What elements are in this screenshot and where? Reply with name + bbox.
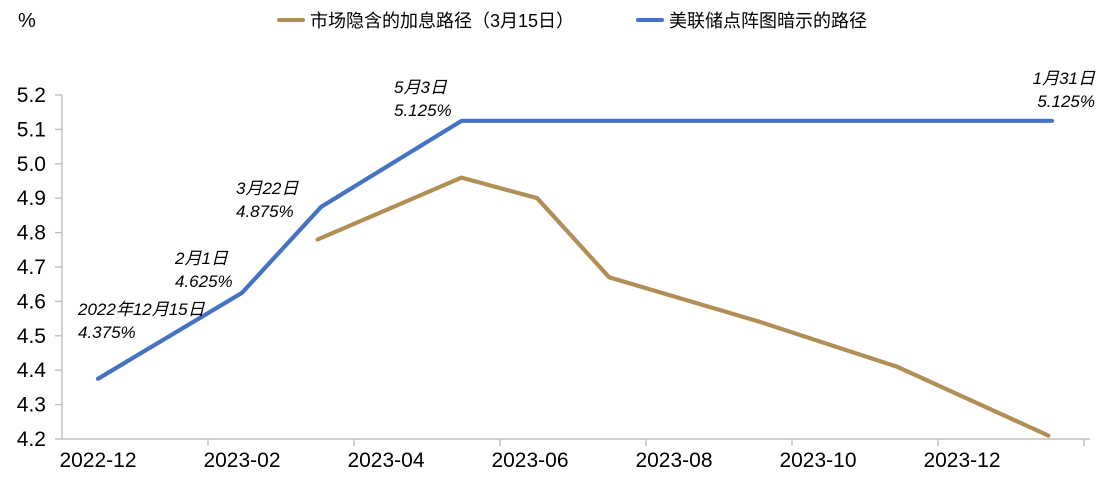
legend-label-fed-dotplot-path: 美联储点阵图暗示的路径 bbox=[669, 11, 868, 31]
x-axis-tick-label: 2023-10 bbox=[779, 449, 856, 472]
series-line-fed-dotplot-path bbox=[95, 118, 1055, 381]
x-axis-tick-label: 2022-12 bbox=[59, 449, 136, 472]
y-axis-tick-label: 4.6 bbox=[17, 290, 46, 313]
y-axis-tick-label: 5.2 bbox=[17, 84, 46, 107]
x-axis-tick-label: 2023-08 bbox=[635, 449, 712, 472]
legend: 市场隐含的加息路径（3月15日） 美联储点阵图暗示的路径 bbox=[20, 7, 1104, 33]
x-axis-tick-label: 2023-12 bbox=[923, 449, 1000, 472]
y-axis-tick-label: 4.3 bbox=[17, 394, 46, 417]
y-axis-tick-label: 5.1 bbox=[17, 118, 46, 141]
data-label-annotation: 5月3日 5.125% bbox=[394, 78, 452, 120]
legend-item-fed-dotplot-path: 美联储点阵图暗示的路径 bbox=[636, 7, 867, 33]
data-label-annotation: 3月22日 4.875% bbox=[236, 179, 299, 221]
y-axis-tick-label: 4.8 bbox=[17, 222, 46, 245]
y-axis-tick-label: 4.9 bbox=[17, 187, 46, 210]
legend-swatch-fed-dotplot-path bbox=[636, 18, 665, 22]
data-label-annotation: 2月1日 4.625% bbox=[174, 249, 233, 291]
x-axis-tick-label: 2023-04 bbox=[347, 449, 424, 472]
y-axis-tick-label: 4.5 bbox=[17, 325, 46, 348]
data-label-annotation: 1月31日 5.125% bbox=[1033, 69, 1096, 111]
x-axis-tick-label: 2023-06 bbox=[491, 449, 568, 472]
legend-item-market-path: 市场隐含的加息路径（3月15日） bbox=[276, 7, 575, 33]
y-axis-tick-label: 5.0 bbox=[17, 153, 46, 176]
y-axis-tick-label: 4.7 bbox=[17, 256, 46, 279]
series-line-market-path bbox=[315, 175, 1051, 438]
data-label-annotation: 2022年12月15日 4.375% bbox=[77, 300, 206, 342]
y-axis-tick-label: 4.2 bbox=[17, 428, 46, 451]
x-axis-tick-label: 2023-02 bbox=[203, 449, 280, 472]
y-axis-unit-label: % bbox=[18, 10, 36, 32]
y-axis-tick-label: 4.4 bbox=[17, 359, 47, 382]
legend-swatch-market-path bbox=[276, 18, 305, 22]
legend-label-market-path: 市场隐含的加息路径（3月15日） bbox=[309, 11, 575, 31]
